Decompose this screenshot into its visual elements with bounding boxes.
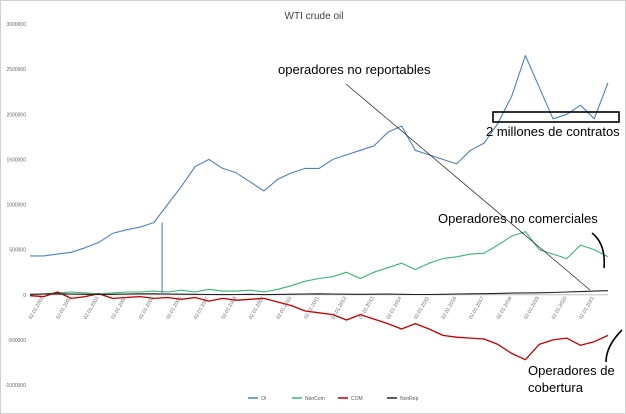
annotation-bracket-hedgers <box>605 329 623 363</box>
series-layer <box>29 55 609 361</box>
y-tick-label: 3000000 <box>7 22 27 28</box>
annotation-bracket-non-commercial <box>591 232 606 269</box>
legend-label-noncom: NonCom <box>305 396 325 402</box>
chart-title: WTI crude oil <box>285 11 344 22</box>
y-tick-label: 2500000 <box>7 67 27 73</box>
y-tick-label: 500000 <box>9 248 26 254</box>
annotation-non-reportable: operadores no reportables <box>278 62 431 77</box>
annotation-hedgers-line1: Operadores de <box>528 363 615 378</box>
annotation-pointer-non-reportable <box>345 83 591 291</box>
series-line-oi <box>30 55 609 257</box>
legend: OI NonCom COM NonRep <box>248 396 419 402</box>
y-tick-label: 1000000 <box>7 203 27 209</box>
y-tick-label: -1000000 <box>5 383 26 389</box>
annotation-two-million: 2 millones de contratos <box>486 124 620 139</box>
series-line-noncom <box>29 231 609 296</box>
annotation-non-commercial: Operadores no comerciales <box>438 211 598 226</box>
annotation-bracket-two-million <box>492 111 620 123</box>
y-tick-label: 2000000 <box>7 112 27 118</box>
legend-label-oi: OI <box>261 396 266 402</box>
annotation-hedgers-line2: cobertura <box>528 380 583 395</box>
y-tick-label: 1500000 <box>7 157 27 163</box>
y-tick-label: 0 <box>23 293 26 299</box>
y-tick-label: -500000 <box>8 338 27 344</box>
annotation-overlay <box>345 83 623 363</box>
legend-label-com: COM <box>351 396 363 402</box>
series-line-nonrep <box>29 290 609 296</box>
legend-label-nonrep: NonRep <box>400 396 419 402</box>
y-axis-ticks: 3000000 2500000 2000000 1500000 1000000 50000… <box>5 22 26 389</box>
series-line-com <box>29 291 609 361</box>
